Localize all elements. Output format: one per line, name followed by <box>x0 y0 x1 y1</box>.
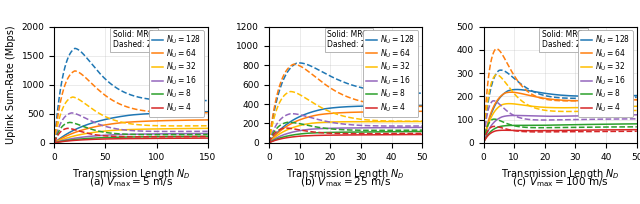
X-axis label: Transmission Length $N_D$: Transmission Length $N_D$ <box>286 167 405 181</box>
Title: (b) $V_{\mathrm{max}} = 25$ m/s: (b) $V_{\mathrm{max}} = 25$ m/s <box>300 176 391 190</box>
X-axis label: Transmission Length $N_D$: Transmission Length $N_D$ <box>72 167 190 181</box>
Legend: $N_{\mathrm{U}} = 128$, $N_{\mathrm{U}} = 64$, $N_{\mathrm{U}} = 32$, $N_{\mathr: $N_{\mathrm{U}} = 128$, $N_{\mathrm{U}} … <box>364 30 419 117</box>
Y-axis label: Uplink Sum-Rate (Mbps): Uplink Sum-Rate (Mbps) <box>6 25 16 144</box>
Text: Solid: MRC
Dashed: ZF: Solid: MRC Dashed: ZF <box>327 30 371 49</box>
X-axis label: Transmission Length $N_D$: Transmission Length $N_D$ <box>501 167 620 181</box>
Legend: $N_{\mathrm{U}} = 128$, $N_{\mathrm{U}} = 64$, $N_{\mathrm{U}} = 32$, $N_{\mathr: $N_{\mathrm{U}} = 128$, $N_{\mathrm{U}} … <box>578 30 633 117</box>
Text: Solid: MRC
Dashed: ZF: Solid: MRC Dashed: ZF <box>542 30 585 49</box>
Title: (a) $V_{\mathrm{max}} = 5$ m/s: (a) $V_{\mathrm{max}} = 5$ m/s <box>89 176 173 190</box>
Text: Solid: MRC
Dashed: ZF: Solid: MRC Dashed: ZF <box>113 30 156 49</box>
Title: (c) $V_{\mathrm{max}} = 100$ m/s: (c) $V_{\mathrm{max}} = 100$ m/s <box>512 176 609 190</box>
Legend: $N_{\mathrm{U}} = 128$, $N_{\mathrm{U}} = 64$, $N_{\mathrm{U}} = 32$, $N_{\mathr: $N_{\mathrm{U}} = 128$, $N_{\mathrm{U}} … <box>149 30 204 117</box>
